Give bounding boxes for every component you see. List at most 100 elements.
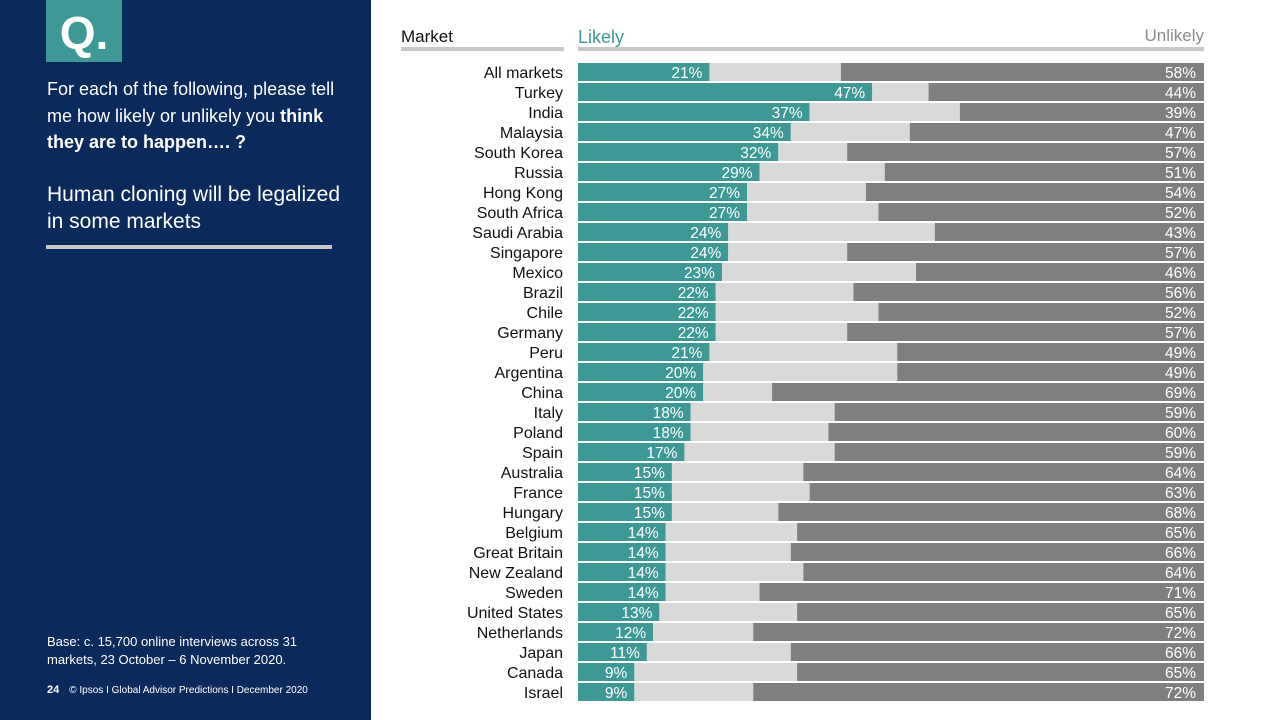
category-label: China	[521, 385, 563, 402]
bar-unlikely	[897, 343, 1204, 361]
bar-likely	[578, 643, 647, 661]
bar-neutral	[872, 83, 929, 101]
value-label-unlikely: 71%	[1165, 585, 1196, 602]
bar-neutral	[715, 283, 854, 301]
bar-unlikely	[840, 63, 1204, 81]
page-footer: 24 © Ipsos I Global Advisor Predictions I…	[47, 684, 308, 696]
value-label-unlikely: 46%	[1165, 265, 1196, 282]
bar-neutral	[759, 163, 885, 181]
value-label-likely: 34%	[753, 125, 784, 142]
bar-neutral	[671, 503, 779, 521]
value-label-likely: 32%	[740, 145, 771, 162]
value-label-likely: 24%	[690, 225, 721, 242]
value-label-unlikely: 63%	[1165, 485, 1196, 502]
bar-neutral	[715, 323, 848, 341]
value-label-unlikely: 49%	[1165, 365, 1196, 382]
bar-unlikely	[934, 223, 1204, 241]
value-label-unlikely: 72%	[1165, 625, 1196, 642]
page-number: 24	[47, 684, 60, 696]
bar-neutral	[747, 203, 879, 221]
value-label-unlikely: 44%	[1165, 85, 1196, 102]
bar-neutral	[671, 483, 810, 501]
bar-unlikely	[828, 423, 1204, 441]
value-label-unlikely: 60%	[1165, 425, 1196, 442]
bar-likely	[578, 543, 666, 561]
value-label-likely: 24%	[690, 245, 721, 262]
value-label-likely: 9%	[605, 665, 628, 682]
category-label: Malaysia	[500, 125, 563, 142]
value-label-unlikely: 66%	[1165, 545, 1196, 562]
value-label-unlikely: 68%	[1165, 505, 1196, 522]
value-label-likely: 27%	[709, 205, 740, 222]
header-unlikely: Unlikely	[1144, 26, 1204, 45]
category-label: Hungary	[503, 505, 563, 522]
question-badge: Q.	[46, 0, 122, 62]
bar-neutral	[690, 423, 829, 441]
category-label: Spain	[522, 445, 563, 462]
bar-unlikely	[797, 523, 1204, 541]
bar-likely	[578, 443, 685, 461]
value-label-likely: 37%	[772, 105, 803, 122]
bar-neutral	[684, 443, 835, 461]
value-label-unlikely: 59%	[1165, 445, 1196, 462]
bar-neutral	[665, 583, 760, 601]
bar-unlikely	[797, 603, 1204, 621]
value-label-likely: 14%	[628, 585, 659, 602]
category-label: Hong Kong	[483, 185, 563, 202]
question-text: For each of the following, please tell m…	[47, 76, 347, 156]
value-label-unlikely: 69%	[1165, 385, 1196, 402]
sidebar-panel: Q. For each of the following, please tel…	[0, 0, 371, 720]
bar-neutral	[790, 123, 910, 141]
bar-unlikely	[778, 503, 1204, 521]
bar-likely	[578, 123, 791, 141]
bar-unlikely	[909, 123, 1204, 141]
stacked-bar-chart: Market Likely Unlikely All markets 21% 58%…	[401, 26, 1204, 702]
value-label-unlikely: 56%	[1165, 285, 1196, 302]
bar-likely	[578, 143, 779, 161]
category-label: France	[513, 485, 563, 502]
bar-neutral	[778, 143, 848, 161]
bar-neutral	[703, 363, 898, 381]
value-label-unlikely: 65%	[1165, 605, 1196, 622]
value-label-unlikely: 64%	[1165, 565, 1196, 582]
question-subject: Human cloning will be legalized in some …	[47, 183, 340, 233]
footer-credit: © Ipsos I Global Advisor Predictions I D…	[69, 685, 308, 696]
bar-unlikely	[790, 543, 1204, 561]
bar-neutral	[665, 523, 798, 541]
value-label-likely: 22%	[678, 285, 709, 302]
value-label-likely: 14%	[628, 565, 659, 582]
category-label: Chile	[527, 305, 564, 322]
bar-likely	[578, 663, 635, 681]
value-label-unlikely: 65%	[1165, 665, 1196, 682]
value-label-unlikely: 52%	[1165, 305, 1196, 322]
base-note: Base: c. 15,700 online interviews across…	[47, 634, 298, 667]
question-text-bold: think they are to happen…. ?	[47, 105, 324, 153]
value-label-likely: 22%	[678, 305, 709, 322]
value-label-likely: 20%	[665, 385, 696, 402]
category-label: Canada	[507, 665, 563, 682]
value-label-likely: 17%	[646, 445, 677, 462]
value-label-likely: 15%	[634, 465, 665, 482]
bar-unlikely	[803, 463, 1204, 481]
bar-likely	[578, 183, 748, 201]
bar-neutral	[728, 243, 848, 261]
bar-unlikely	[878, 203, 1204, 221]
bar-unlikely	[853, 283, 1204, 301]
category-label: New Zealand	[469, 565, 563, 582]
bar-neutral	[665, 563, 804, 581]
category-label: Sweden	[505, 585, 563, 602]
value-label-unlikely: 57%	[1165, 325, 1196, 342]
bar-likely	[578, 243, 729, 261]
bar-unlikely	[834, 443, 1204, 461]
category-label: Israel	[524, 685, 563, 702]
bar-unlikely	[865, 183, 1204, 201]
bar-likely	[578, 403, 691, 421]
value-label-unlikely: 47%	[1165, 125, 1196, 142]
bar-likely	[578, 623, 654, 641]
value-label-likely: 27%	[709, 185, 740, 202]
bar-likely	[578, 263, 722, 281]
category-label: Australia	[501, 465, 563, 482]
category-label: Poland	[513, 425, 563, 442]
question-text-regular: For each of the following, please tell m…	[47, 79, 335, 126]
bar-unlikely	[772, 383, 1204, 401]
